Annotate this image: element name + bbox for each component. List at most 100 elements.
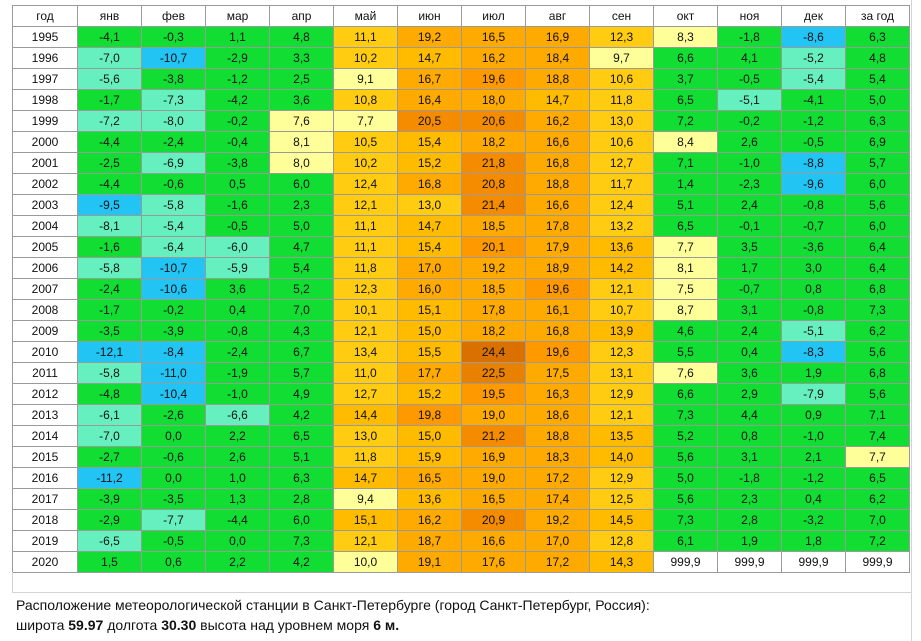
temperature-cell: 0,0 — [141, 425, 206, 447]
year-cell: 2009 — [12, 320, 78, 342]
temperature-cell: -1,6 — [205, 194, 270, 216]
temperature-cell: -2,4 — [77, 278, 142, 300]
temperature-cell: -4,8 — [77, 383, 142, 405]
temperature-cell: 15,9 — [397, 446, 462, 468]
temperature-cell: 8,1 — [269, 131, 334, 153]
temperature-cell: 2,9 — [717, 383, 782, 405]
temperature-cell: 4,8 — [845, 47, 910, 69]
temperature-cell: 7,3 — [269, 530, 334, 552]
temperature-cell: -6,1 — [77, 404, 142, 426]
column-header: фев — [141, 5, 206, 27]
temperature-cell: -1,9 — [205, 362, 270, 384]
column-header: ноя — [717, 5, 782, 27]
temperature-cell: -10,6 — [141, 278, 206, 300]
temperature-cell: -2,7 — [77, 446, 142, 468]
year-cell: 1997 — [12, 68, 78, 90]
temperature-cell: 15,5 — [397, 341, 462, 363]
temperature-cell: 12,9 — [589, 383, 654, 405]
temperature-cell: -0,5 — [141, 530, 206, 552]
temperature-cell: 2,4 — [717, 194, 782, 216]
temperature-cell: 16,5 — [397, 467, 462, 489]
temperature-cell: 18,6 — [525, 404, 590, 426]
year-row: 2015 -2,7 -0,6 2,6 5,1 11,8 15,9 16,9 18,3 14,0 5,… — [12, 446, 910, 468]
year-cell: 2010 — [12, 341, 78, 363]
temperature-cell: -2,9 — [205, 47, 270, 69]
temperature-cell: -6,4 — [141, 236, 206, 258]
temperature-cell: 6,5 — [269, 425, 334, 447]
year-row: 1996 -7,0 -10,7 -2,9 3,3 10,2 14,7 16,2 18,4 9,7 6… — [12, 47, 910, 69]
temperature-cell: 9,4 — [333, 488, 398, 510]
temperature-cell: -1,8 — [717, 467, 782, 489]
year-row: 2006 -5,8 -10,7 -5,9 5,4 11,8 17,0 19,2 18,9 14,2… — [12, 257, 910, 279]
year-row: 1995 -4,1 -0,3 1,1 4,8 11,1 19,2 16,5 16,9 12,3 8,… — [12, 26, 910, 48]
temperature-cell: 20,9 — [461, 509, 526, 531]
temperature-cell: 6,3 — [269, 467, 334, 489]
temperature-cell: -1,0 — [717, 152, 782, 174]
year-row: 1998 -1,7 -7,3 -4,2 3,6 10,8 16,4 18,0 14,7 11,8 6… — [12, 89, 910, 111]
year-cell: 2006 — [12, 257, 78, 279]
temperature-cell: 999,9 — [717, 551, 782, 573]
temperature-cell: -9,5 — [77, 194, 142, 216]
temperature-cell: 8,4 — [653, 131, 718, 153]
temperature-cell: 17,2 — [525, 551, 590, 573]
temperature-cell: -1,2 — [781, 467, 846, 489]
temperature-cell: -7,3 — [141, 89, 206, 111]
temperature-cell: -11,2 — [77, 467, 142, 489]
temperature-cell: 10,0 — [333, 551, 398, 573]
year-cell: 2013 — [12, 404, 78, 426]
year-row: 2004 -8,1 -5,4 -0,5 5,0 11,1 14,7 18,5 17,8 13,2 6… — [12, 215, 910, 237]
temperature-cell: 9,7 — [589, 47, 654, 69]
year-cell: 2014 — [12, 425, 78, 447]
temperature-cell: 11,1 — [333, 26, 398, 48]
temperature-cell: 19,8 — [397, 404, 462, 426]
temperature-cell: -8,0 — [141, 110, 206, 132]
temperature-cell: -2,3 — [717, 173, 782, 195]
sheet-edge — [911, 0, 921, 641]
temperature-cell: -11,0 — [141, 362, 206, 384]
year-row: 2002 -4,4 -0,6 0,5 6,0 12,4 16,8 20,8 18,8 11,7 1,… — [12, 173, 910, 195]
temperature-cell: 18,3 — [525, 446, 590, 468]
temperature-cell: 18,9 — [525, 257, 590, 279]
temperature-cell: 13,2 — [589, 215, 654, 237]
temperature-cell: 6,4 — [845, 257, 910, 279]
temperature-cell: 0,8 — [717, 425, 782, 447]
temperature-cell: -7,9 — [781, 383, 846, 405]
temperature-cell: 15,4 — [397, 236, 462, 258]
temperature-cell: -0,5 — [205, 215, 270, 237]
temperature-cell: -1,7 — [77, 299, 142, 321]
temperature-cell: 18,2 — [461, 320, 526, 342]
temperature-cell: 6,0 — [269, 509, 334, 531]
temperature-cell: -1,7 — [77, 89, 142, 111]
temperature-cell: 19,0 — [461, 404, 526, 426]
temperature-cell: -3,8 — [205, 152, 270, 174]
year-row: 2014 -7,0 0,0 2,2 6,5 13,0 15,0 21,2 18,8 13,5 5,2… — [12, 425, 910, 447]
temperature-cell: 4,2 — [269, 551, 334, 573]
temperature-cell: -0,5 — [781, 131, 846, 153]
temperature-cell: 0,5 — [205, 173, 270, 195]
temperature-cell: 5,2 — [269, 278, 334, 300]
header-row: год янв фев мар апр май июн июл авг сен окт ноя дек з… — [12, 5, 910, 27]
temperature-cell: 999,9 — [845, 551, 910, 573]
temperature-cell: -5,1 — [781, 320, 846, 342]
year-cell: 2003 — [12, 194, 78, 216]
temperature-cell: 6,3 — [845, 110, 910, 132]
empty-row — [12, 572, 913, 593]
temperature-cell: 11,1 — [333, 215, 398, 237]
temperature-cell: 20,1 — [461, 236, 526, 258]
temperature-cell: 19,1 — [397, 551, 462, 573]
temperature-cell: 6,6 — [653, 383, 718, 405]
temperature-cell: 13,6 — [589, 236, 654, 258]
temperature-cell: 6,8 — [845, 362, 910, 384]
temperature-cell: 7,1 — [845, 404, 910, 426]
temperature-cell: 4,1 — [717, 47, 782, 69]
temperature-cell: 11,8 — [333, 257, 398, 279]
column-header: сен — [589, 5, 654, 27]
temperature-cell: -0,6 — [141, 173, 206, 195]
year-row: 2007 -2,4 -10,6 3,6 5,2 12,3 16,0 18,5 19,6 12,1 7… — [12, 278, 910, 300]
temperature-cell: 6,6 — [653, 47, 718, 69]
column-header: год — [12, 5, 78, 27]
temperature-cell: 12,7 — [333, 383, 398, 405]
temperature-cell: -8,4 — [141, 341, 206, 363]
temperature-cell: 10,7 — [589, 299, 654, 321]
coord-label: долгота — [107, 617, 158, 633]
